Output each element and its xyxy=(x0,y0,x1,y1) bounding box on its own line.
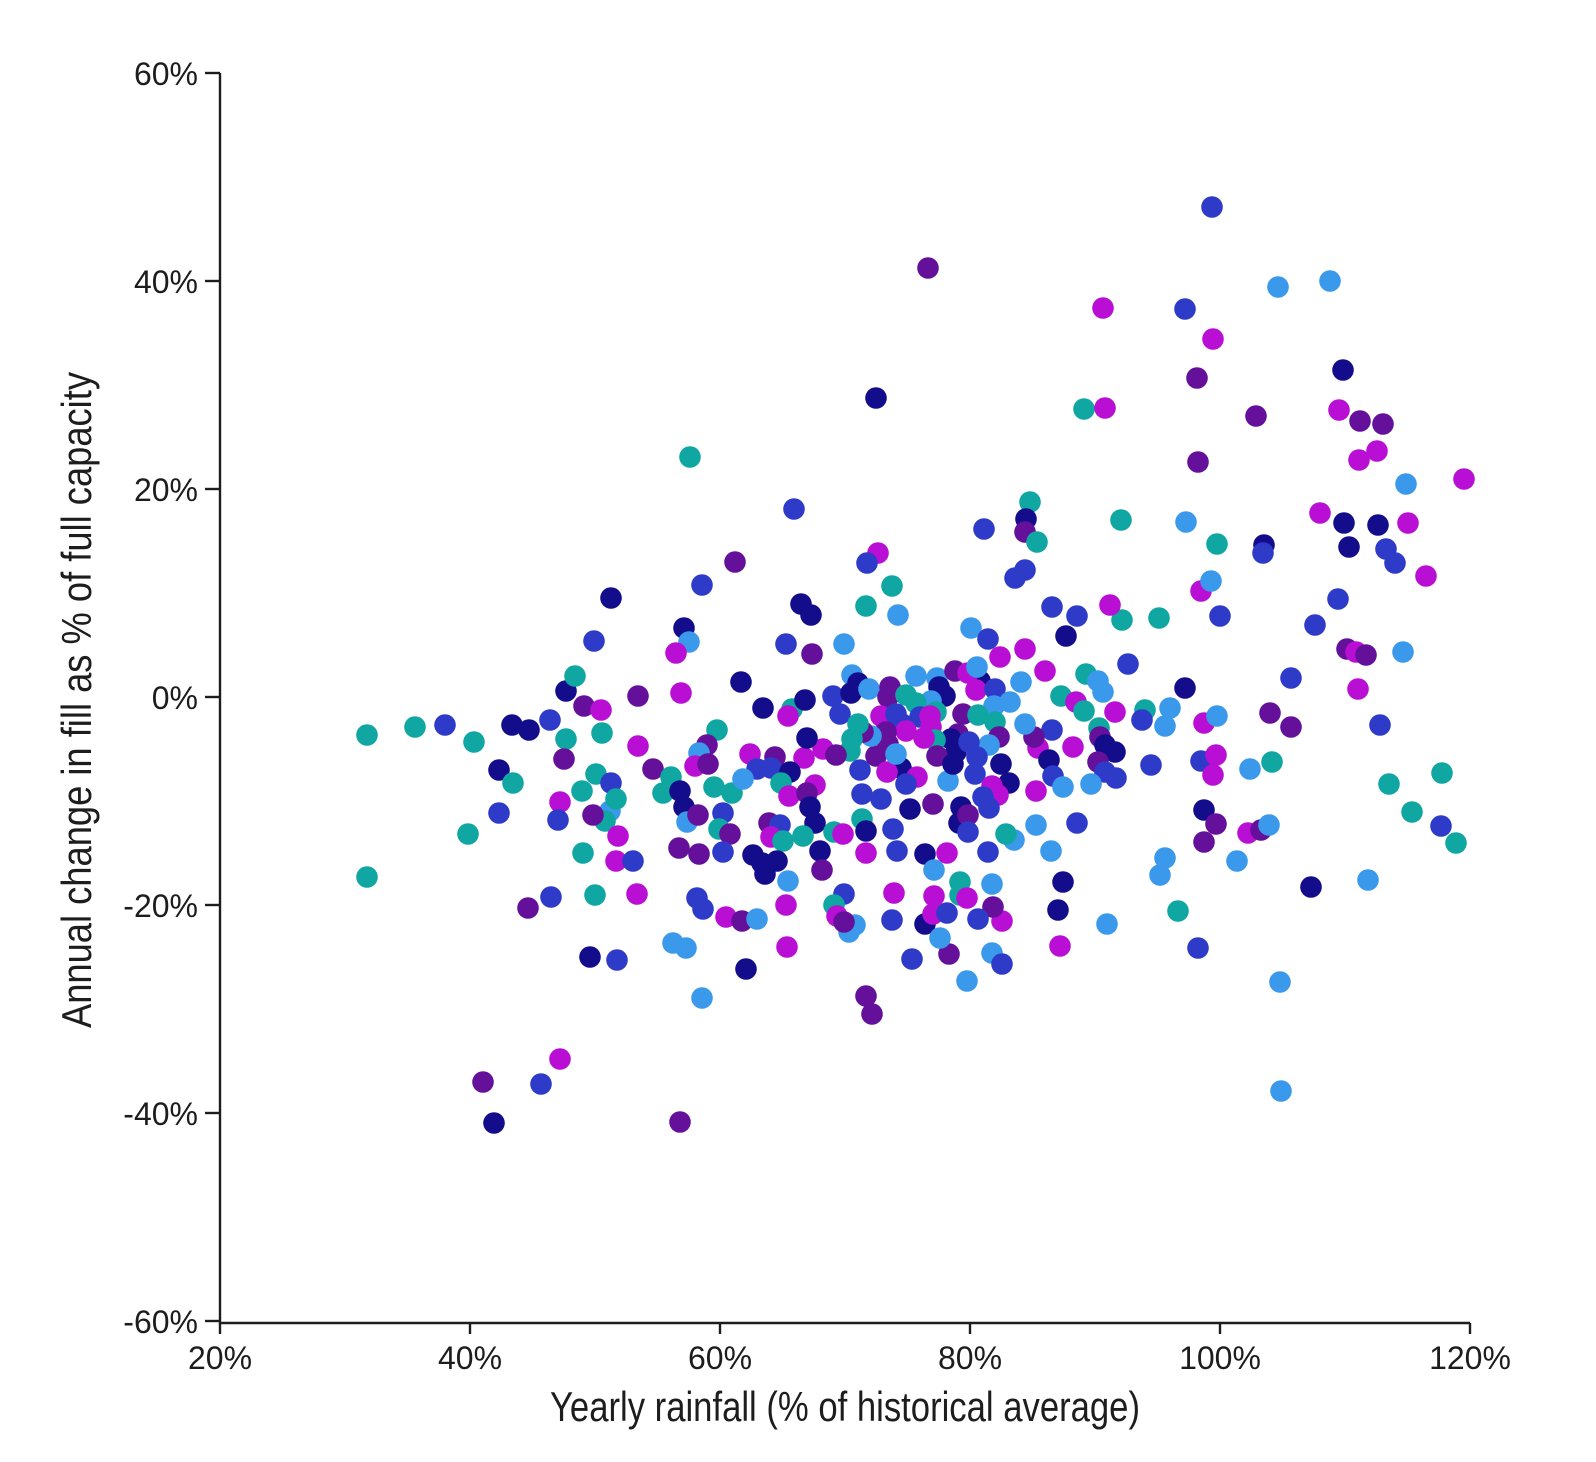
svg-text:0%: 0% xyxy=(152,680,198,716)
svg-text:-60%: -60% xyxy=(123,1304,198,1340)
svg-text:Yearly rainfall (% of historic: Yearly rainfall (% of historical average… xyxy=(550,1383,1140,1430)
svg-text:40%: 40% xyxy=(438,1340,502,1376)
svg-text:Annual change in fill as % of: Annual change in fill as % of full capac… xyxy=(53,372,100,1028)
svg-text:100%: 100% xyxy=(1179,1340,1261,1376)
svg-text:-40%: -40% xyxy=(123,1096,198,1132)
svg-text:-20%: -20% xyxy=(123,888,198,924)
svg-text:60%: 60% xyxy=(688,1340,752,1376)
svg-text:20%: 20% xyxy=(188,1340,252,1376)
svg-text:80%: 80% xyxy=(938,1340,1002,1376)
svg-text:40%: 40% xyxy=(134,264,198,300)
svg-text:120%: 120% xyxy=(1429,1340,1511,1376)
svg-text:60%: 60% xyxy=(134,56,198,92)
svg-text:20%: 20% xyxy=(134,472,198,508)
